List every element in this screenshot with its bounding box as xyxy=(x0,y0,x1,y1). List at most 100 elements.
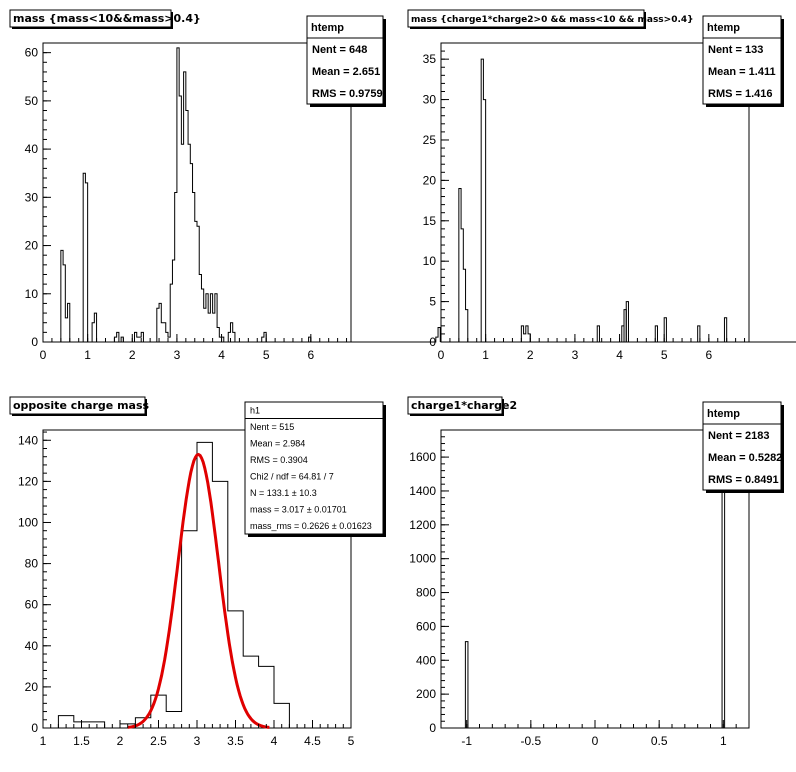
stats-box xyxy=(306,15,384,105)
stats-box xyxy=(702,401,782,491)
y-tick-label: 140 xyxy=(18,433,38,447)
title-box xyxy=(9,396,146,415)
plot-title: mass {charge1*charge2>0 && mass<10 && ma… xyxy=(411,15,694,25)
y-tick-label: 15 xyxy=(423,214,437,228)
title-box xyxy=(407,9,645,28)
y-tick-label: 100 xyxy=(18,515,38,529)
y-tick-label: 0 xyxy=(429,721,436,735)
y-tick-label: 20 xyxy=(423,173,437,187)
histogram-bin xyxy=(654,325,658,342)
plot-frame xyxy=(440,42,750,343)
plot-frame xyxy=(440,429,750,729)
histogram-bin xyxy=(596,325,600,342)
y-tick-label: 60 xyxy=(25,46,39,60)
stats-row: RMS = 0.9759 xyxy=(312,88,383,100)
y-tick-label: 60 xyxy=(25,598,39,612)
stats-name: htemp xyxy=(707,22,740,34)
y-tick-label: 0 xyxy=(31,721,38,735)
x-tick-label: 4 xyxy=(218,348,225,362)
stats-name: h1 xyxy=(250,405,260,415)
x-tick-label: 3 xyxy=(572,348,579,362)
x-tick-label: 4 xyxy=(271,734,278,748)
x-tick-label: -0.5 xyxy=(520,734,541,748)
x-tick-label: 3 xyxy=(174,348,181,362)
y-tick-label: 80 xyxy=(25,557,39,571)
y-tick-label: 1400 xyxy=(409,484,436,498)
histogram-bin xyxy=(697,325,701,342)
stats-name: htemp xyxy=(311,22,344,34)
plot-title: mass {mass<10&&mass>0.4} xyxy=(13,12,201,25)
histogram-outline xyxy=(458,58,796,343)
x-tick-label: 5 xyxy=(661,348,668,362)
y-tick-label: 10 xyxy=(25,287,39,301)
y-tick-label: 400 xyxy=(416,653,436,667)
stats-name: htemp xyxy=(707,408,740,420)
x-tick-label: 2.5 xyxy=(150,734,167,748)
y-tick-label: 200 xyxy=(416,687,436,701)
stats-row: N = 133.1 ± 10.3 xyxy=(250,488,317,498)
x-tick-label: 2 xyxy=(129,348,136,362)
histogram-bin xyxy=(723,317,728,342)
x-tick-label: 4 xyxy=(616,348,623,362)
stats-row: Mean = 2.651 xyxy=(312,66,380,78)
x-tick-label: 1 xyxy=(720,734,727,748)
x-tick-label: 0 xyxy=(592,734,599,748)
stats-row: Nent = 648 xyxy=(312,44,367,56)
stats-row: mass = 3.017 ± 0.01701 xyxy=(250,504,347,514)
y-tick-label: 1000 xyxy=(409,552,436,566)
stats-row: RMS = 1.416 xyxy=(708,88,773,100)
y-tick-label: 35 xyxy=(423,52,437,66)
x-tick-label: 1 xyxy=(84,348,91,362)
stats-row: Mean = 2.984 xyxy=(250,438,305,448)
x-tick-label: 0 xyxy=(438,348,445,362)
pad-mass-all: 0 10 20 30 40 50 60 0 1 2 3 4 5 6 mass {mass<10&&mass>… xyxy=(9,9,441,362)
title-box xyxy=(407,396,503,415)
stats-box xyxy=(244,401,384,535)
y-tick-label: 30 xyxy=(25,190,39,204)
stats-row: RMS = 0.3904 xyxy=(250,455,308,465)
x-tick-label: 3.5 xyxy=(227,734,244,748)
y-tick-label: 10 xyxy=(423,254,437,268)
x-tick-label: 0.5 xyxy=(651,734,668,748)
y-tick-label: 50 xyxy=(25,94,39,108)
stats-row: Nent = 133 xyxy=(708,44,763,56)
y-tick-label: 120 xyxy=(18,474,38,488)
gaussian-fit-curve xyxy=(127,452,270,729)
y-tick-label: 1200 xyxy=(409,518,436,532)
y-tick-label: 25 xyxy=(423,133,437,147)
pad-charge-product: 0 200 400 600 800 1000 1200 1400 1600 -1 -0.5 0 0.5 1… xyxy=(407,396,784,748)
stats-row: Nent = 2183 xyxy=(708,430,769,442)
pad-mass-same-charge: 0 5 10 15 20 25 30 35 0 1 2 3 4 5 6 mass {charge1*charg… xyxy=(407,9,796,362)
y-tick-label: 600 xyxy=(416,619,436,633)
histogram-bin xyxy=(625,301,629,342)
x-tick-label: 0 xyxy=(40,348,47,362)
y-tick-label: 0 xyxy=(31,335,38,349)
y-tick-label: 20 xyxy=(25,680,39,694)
stats-row: Mean = 0.5282 xyxy=(708,452,782,464)
x-tick-label: 2 xyxy=(117,734,124,748)
x-tick-label: 1 xyxy=(482,348,489,362)
y-tick-label: 30 xyxy=(423,93,437,107)
stats-row: Mean = 1.411 xyxy=(708,66,776,78)
y-tick-label: 40 xyxy=(25,142,39,156)
y-tick-label: 1600 xyxy=(409,450,436,464)
x-tick-label: 6 xyxy=(705,348,712,362)
plot-frame xyxy=(42,42,352,343)
x-tick-label: 6 xyxy=(307,348,314,362)
histogram-bin xyxy=(464,641,469,728)
stats-box xyxy=(702,15,782,105)
histogram-bin xyxy=(663,317,667,342)
stats-row: RMS = 0.8491 xyxy=(708,474,779,486)
y-tick-label: 40 xyxy=(25,639,39,653)
stats-row: Chi2 / ndf = 64.81 / 7 xyxy=(250,471,334,481)
plot-title: charge1*charge2 xyxy=(411,399,517,412)
y-tick-label: 20 xyxy=(25,239,39,253)
plot-title: opposite charge mass xyxy=(13,399,150,412)
x-tick-label: 2 xyxy=(527,348,534,362)
x-tick-label: 4.5 xyxy=(304,734,321,748)
x-tick-label: 5 xyxy=(348,734,355,748)
pad-opposite-charge-mass: 0 20 40 60 80 100 120 140 1 1.5 2 2.5 3 3.5 4 4.5 5 oppos… xyxy=(9,396,386,748)
title-box xyxy=(9,9,172,28)
x-tick-label: 5 xyxy=(263,348,270,362)
